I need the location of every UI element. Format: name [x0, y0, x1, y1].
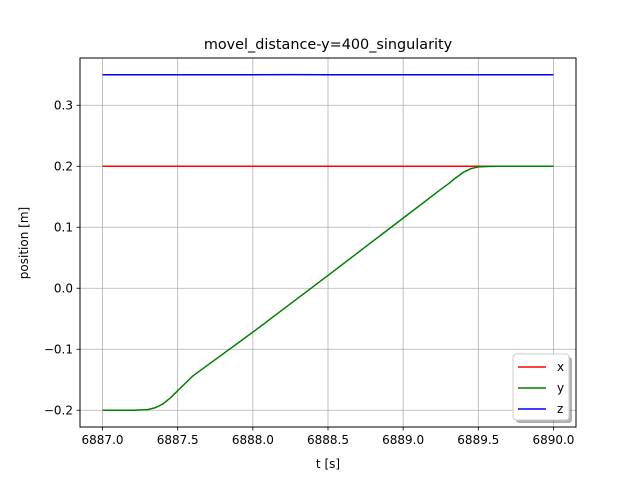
y-tick-label: 0.2 [54, 159, 73, 173]
y-tick-label: 0.3 [54, 98, 73, 112]
x-tick-label: 6887.5 [157, 433, 199, 447]
y-axis-label: position [m] [17, 207, 31, 279]
y-tick-label: −0.2 [44, 403, 73, 417]
legend-label-z: z [557, 402, 563, 416]
y-tick-label: 0.1 [54, 220, 73, 234]
legend-label-x: x [557, 360, 564, 374]
chart-title: movel_distance-y=400_singularity [204, 37, 453, 53]
legend: xyz [513, 354, 572, 423]
y-tick-label: −0.1 [44, 342, 73, 356]
x-tick-label: 6890.0 [532, 433, 574, 447]
y-tick-label: 0.0 [54, 281, 73, 295]
x-tick-label: 6888.0 [232, 433, 274, 447]
x-tick-label: 6889.0 [382, 433, 424, 447]
x-tick-label: 6889.5 [457, 433, 499, 447]
x-tick-label: 6887.0 [82, 433, 124, 447]
x-tick-label: 6888.5 [307, 433, 349, 447]
legend-label-y: y [557, 381, 564, 395]
x-axis-label: t [s] [316, 457, 340, 471]
